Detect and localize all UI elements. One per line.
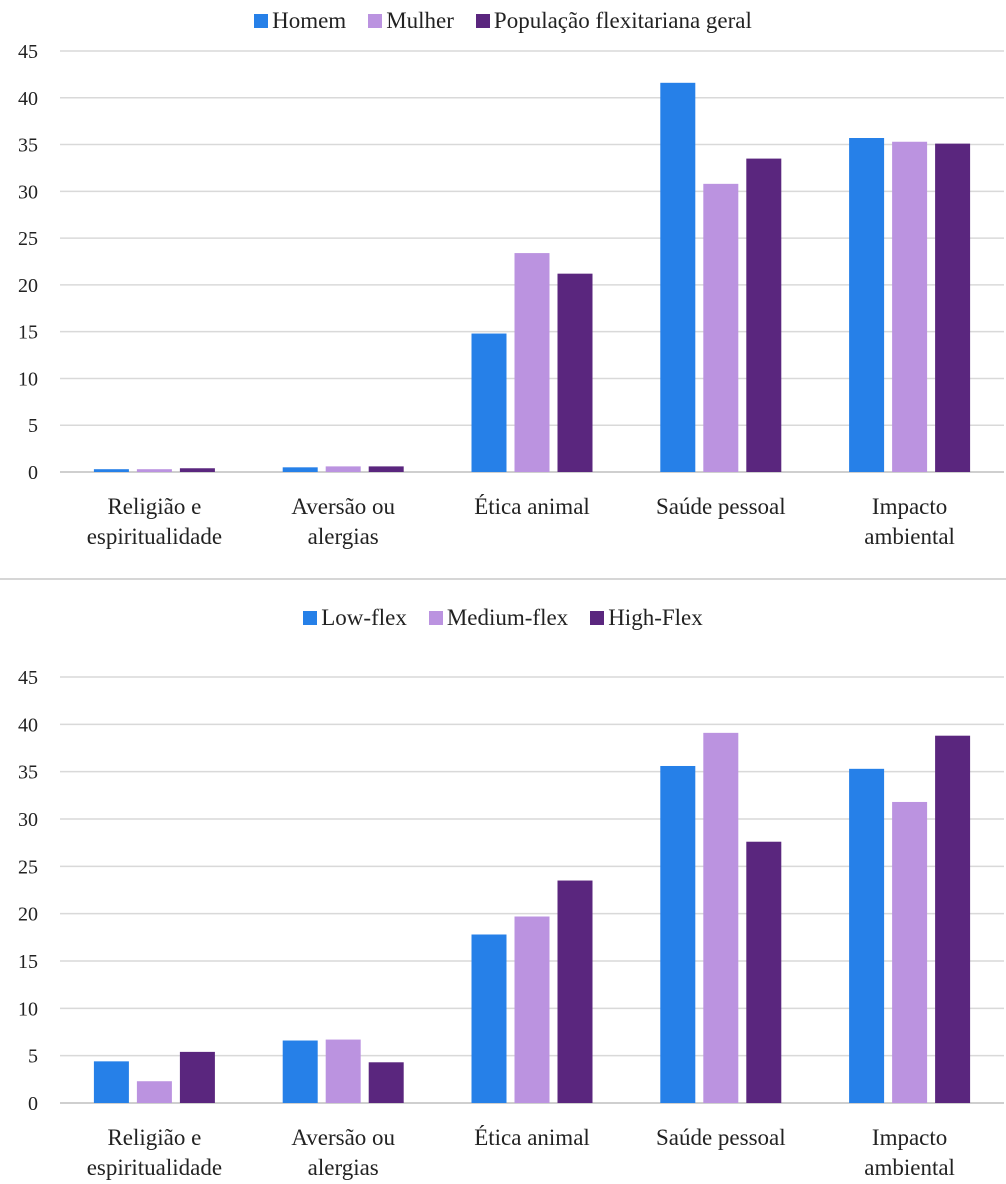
bar [93, 1061, 129, 1103]
x-tick-label: Impacto ambiental [864, 1125, 955, 1180]
y-tick-label: 10 [18, 998, 38, 1020]
bar [179, 1051, 215, 1103]
y-tick-label: 0 [28, 462, 38, 484]
bar [746, 841, 782, 1103]
y-tick-label: 15 [18, 322, 38, 344]
bar [471, 333, 507, 472]
y-tick-label: 40 [18, 714, 38, 736]
bar [471, 934, 507, 1103]
y-tick-label: 45 [18, 41, 38, 63]
y-tick-label: 45 [18, 667, 38, 689]
legend-item-mulher: Mulher [368, 8, 454, 34]
x-tick-label: Aversão ou alergias [291, 494, 395, 549]
bar [514, 253, 550, 472]
x-tick-label: Ética animal [474, 1125, 590, 1150]
bar [703, 732, 739, 1103]
y-tick-label: 0 [28, 1093, 38, 1115]
legend-item-homem: Homem [254, 8, 346, 34]
bar [325, 1039, 361, 1103]
legend-swatch [428, 611, 443, 625]
y-tick-label: 25 [18, 228, 38, 250]
y-tick-label: 30 [18, 181, 38, 203]
y-tick-label: 25 [18, 856, 38, 878]
legend-swatch [590, 611, 605, 625]
x-tick-label: Religião e espiritualidade [87, 494, 222, 549]
chart-bottom: Low-flex Medium-flex High-Flex 0 5 10 15 20 2… [0, 590, 1006, 1184]
chart-top-plot: 0 5 10 15 20 25 30 35 40 45 Religião e espiritualid… [18, 41, 1004, 549]
bar [325, 466, 361, 472]
y-tick-label: 30 [18, 809, 38, 831]
chart-bottom-plot: 0 5 10 15 20 25 30 35 40 45 Religião e espiritualid… [18, 667, 1004, 1180]
legend-item-populacao: População flexitariana geral [475, 8, 752, 34]
legend-label: High-Flex [608, 605, 703, 630]
bar [136, 469, 172, 472]
legend-swatch [368, 14, 383, 28]
x-tick-label: Saúde pessoal [656, 1125, 786, 1150]
y-tick-label: 20 [18, 904, 38, 926]
bar [892, 141, 928, 472]
bar [557, 273, 593, 472]
legend-top: Homem Mulher População flexitariana gera… [0, 8, 1006, 34]
bar [935, 735, 971, 1103]
y-tick-label: 35 [18, 135, 38, 157]
bar [849, 768, 885, 1103]
legend-label: População flexitariana geral [493, 8, 752, 33]
legend-label: Mulher [386, 8, 454, 33]
bar [514, 916, 550, 1103]
bar [557, 880, 593, 1103]
bar [849, 138, 885, 473]
legend-item-low-flex: Low-flex [303, 605, 407, 631]
bar [179, 468, 215, 472]
bar [282, 1040, 318, 1103]
x-tick-label: Impacto ambiental [864, 494, 955, 549]
bar [892, 801, 928, 1103]
bar [368, 466, 404, 472]
bar [93, 469, 129, 472]
legend-label: Medium-flex [446, 605, 569, 630]
bar [703, 183, 739, 473]
legend-label: Homem [272, 8, 347, 33]
x-tick-label: Religião e espiritualidade [87, 1125, 222, 1180]
legend-swatch [254, 14, 269, 28]
bar [660, 82, 696, 472]
y-tick-label: 5 [28, 415, 38, 437]
x-tick-label: Ética animal [474, 494, 590, 519]
bar [282, 467, 318, 472]
x-tick-label: Saúde pessoal [656, 494, 786, 519]
y-tick-label: 15 [18, 951, 38, 973]
chart-top: Homem Mulher População flexitariana gera… [0, 0, 1006, 580]
legend-label: Low-flex [321, 605, 407, 630]
y-tick-label: 20 [18, 275, 38, 297]
y-tick-label: 35 [18, 762, 38, 784]
legend-swatch [475, 14, 490, 28]
x-tick-label: Aversão ou alergias [291, 1125, 395, 1180]
bar [136, 1081, 172, 1103]
bar [368, 1062, 404, 1103]
legend-item-high-flex: High-Flex [590, 605, 703, 631]
y-tick-label: 40 [18, 88, 38, 110]
chart-divider [0, 578, 1006, 580]
bar [746, 158, 782, 473]
bar [935, 143, 971, 472]
y-tick-label: 10 [18, 368, 38, 390]
legend-item-medium-flex: Medium-flex [428, 605, 569, 631]
bar [660, 765, 696, 1103]
y-tick-label: 5 [28, 1046, 38, 1068]
legend-bottom: Low-flex Medium-flex High-Flex [0, 605, 1006, 631]
legend-swatch [303, 611, 318, 625]
